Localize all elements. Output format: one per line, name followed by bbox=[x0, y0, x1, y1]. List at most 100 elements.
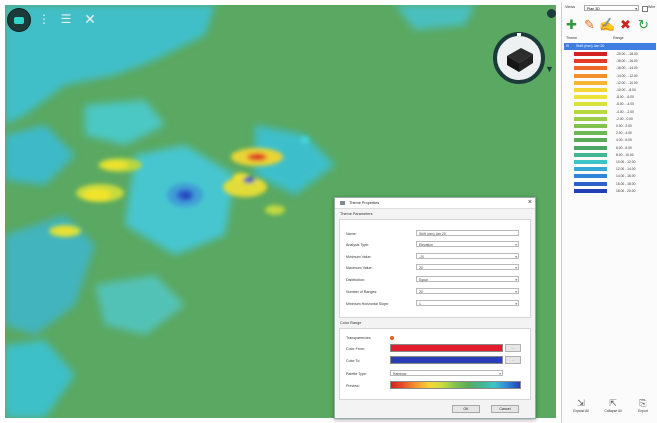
name-label: Name: bbox=[346, 232, 357, 236]
legend-range-label: 16.00 - 18.00 bbox=[616, 181, 636, 186]
legend-range-label: 6.00 - 8.00 bbox=[616, 145, 632, 150]
legend-range-label: 4.00 - 6.00 bbox=[616, 138, 632, 143]
legend-range-label: 10.00 - 12.00 bbox=[616, 160, 636, 164]
legend-swatch bbox=[574, 167, 607, 172]
chevron-down-icon: ▾ bbox=[515, 302, 517, 306]
collapse-all-button[interactable]: ⇱ Collapse All bbox=[600, 398, 626, 422]
wire-checkbox-label: Wire bbox=[648, 5, 656, 9]
navigation-cube[interactable] bbox=[491, 30, 547, 86]
delete-button[interactable]: ✖ bbox=[619, 17, 632, 32]
home-button[interactable] bbox=[7, 8, 31, 32]
number-of-ranges-spinner[interactable]: 20 ▾ bbox=[416, 288, 519, 294]
legend-item[interactable]: 0.00 - 2.00 bbox=[572, 124, 656, 129]
layers-button[interactable]: ⋮ bbox=[38, 12, 50, 26]
legend-item[interactable]: 14.00 - 16.00 bbox=[572, 174, 656, 179]
surface-cyan-zones bbox=[5, 5, 475, 418]
legend-item[interactable]: -8.00 - -6.00 bbox=[572, 95, 656, 100]
legend-item[interactable]: -20.00 - -18.00 bbox=[572, 52, 656, 57]
legend-item[interactable]: 18.00 - 20.00 bbox=[572, 188, 656, 194]
distribution-label: Distribution: bbox=[346, 278, 365, 282]
analysis-type-select[interactable]: Elevation ▾ bbox=[416, 241, 519, 247]
status-dot-icon bbox=[547, 9, 556, 18]
color-to-label: Color To: bbox=[346, 359, 361, 363]
collapse-all-icon: ⇱ bbox=[609, 398, 617, 408]
chevron-down-icon: ▾ bbox=[515, 243, 517, 247]
legend-item[interactable]: -12.00 - -10.00 bbox=[572, 80, 656, 86]
menu-icon: ☰ bbox=[60, 12, 72, 26]
color-from-label: Color From: bbox=[346, 347, 365, 351]
legend-item[interactable]: 16.00 - 18.00 bbox=[572, 181, 656, 187]
legend-item[interactable]: -14.00 - -12.00 bbox=[572, 73, 656, 79]
legend-swatch bbox=[574, 116, 607, 121]
distribution-select[interactable]: Equal ▾ bbox=[416, 276, 519, 282]
range-column-header: Range bbox=[613, 36, 624, 40]
legend-item[interactable]: -16.00 - -14.00 bbox=[572, 66, 656, 71]
legend-item[interactable]: 4.00 - 6.00 bbox=[572, 138, 656, 143]
legend-range-label: -16.00 - -14.00 bbox=[616, 66, 638, 71]
palette-type-select[interactable]: Rainbow ▾ bbox=[390, 370, 503, 376]
color-from-picker-button[interactable]: ... bbox=[505, 344, 521, 352]
home-icon bbox=[14, 16, 24, 24]
chevron-down-icon[interactable]: ▼ bbox=[545, 64, 554, 74]
close-icon[interactable]: × bbox=[527, 199, 532, 206]
legend-swatch bbox=[574, 109, 607, 114]
legend-range-label: 14.00 - 16.00 bbox=[616, 174, 636, 179]
legend-column-headers: Theme Range bbox=[564, 36, 656, 42]
min-horizontal-slope-value: 1 bbox=[419, 302, 421, 306]
chevron-down-icon: ▾ bbox=[515, 278, 517, 282]
cancel-button[interactable]: Cancel bbox=[491, 405, 519, 413]
color-from-swatch[interactable] bbox=[390, 344, 503, 352]
collapse-button[interactable]: ✕ bbox=[83, 10, 97, 27]
dialog-app-icon bbox=[340, 201, 345, 205]
collapse-toggle-icon[interactable]: ⊟ bbox=[566, 44, 570, 48]
legend-swatch bbox=[574, 138, 607, 143]
color-range-label: Color Range bbox=[340, 321, 362, 325]
export-button[interactable]: ⎘ Export bbox=[630, 398, 656, 422]
legend-item[interactable]: 10.00 - 12.00 bbox=[572, 160, 656, 165]
legend-swatch bbox=[574, 174, 607, 179]
legend-item[interactable]: 2.00 - 4.00 bbox=[572, 131, 656, 136]
color-to-swatch[interactable] bbox=[390, 356, 503, 364]
legend-item[interactable]: -18.00 - -16.00 bbox=[572, 59, 656, 64]
legend-range-label: 18.00 - 20.00 bbox=[616, 188, 636, 193]
legend-range-label: -4.00 - -2.00 bbox=[616, 109, 634, 114]
wire-checkbox[interactable] bbox=[642, 6, 648, 12]
view-select[interactable]: Plan 3D ▾ bbox=[584, 5, 639, 11]
theme-row[interactable]: ⊟ Shift (mm) Jan 20 bbox=[564, 43, 656, 50]
color-to-picker-button[interactable]: ... bbox=[505, 356, 521, 364]
legend-swatch bbox=[574, 59, 607, 64]
export-label: Export bbox=[638, 409, 648, 413]
legend-swatch bbox=[574, 73, 607, 78]
name-field[interactable]: Shift (mm) Jan 20 bbox=[416, 230, 519, 236]
maximum-value-label: Maximum Value: bbox=[346, 266, 373, 270]
edit-button[interactable]: ✎ bbox=[583, 16, 596, 32]
legend-swatch bbox=[574, 188, 607, 193]
legend-item[interactable]: -10.00 - -8.00 bbox=[572, 88, 656, 93]
legend-swatch bbox=[574, 88, 607, 92]
paint-button[interactable]: ✍ bbox=[599, 17, 615, 32]
expand-all-button[interactable]: ⇲ Expand All bbox=[568, 398, 594, 422]
name-value: Shift (mm) Jan 20 bbox=[419, 232, 446, 236]
legend-item[interactable]: 6.00 - 8.00 bbox=[572, 145, 656, 151]
legend-item[interactable]: 8.00 - 10.00 bbox=[572, 152, 656, 158]
menu-button[interactable]: ☰ bbox=[60, 12, 72, 26]
legend-item[interactable]: -2.00 - 0.00 bbox=[572, 116, 656, 122]
legend-item[interactable]: -4.00 - -2.00 bbox=[572, 109, 656, 115]
legend-item[interactable]: -6.00 - -4.00 bbox=[572, 102, 656, 107]
legend-range-label: -6.00 - -4.00 bbox=[616, 102, 634, 107]
transparency-toggle[interactable] bbox=[390, 336, 394, 340]
legend-range-label: 12.00 - 14.00 bbox=[616, 167, 636, 172]
chevron-down-icon: ▾ bbox=[515, 290, 517, 294]
theme-row-label: Shift (mm) Jan 20 bbox=[576, 44, 605, 48]
min-horizontal-slope-spinner[interactable]: 1 ▾ bbox=[416, 300, 519, 306]
edit-icon: ✎ bbox=[584, 16, 595, 32]
analysis-type-value: Elevation bbox=[419, 243, 433, 247]
maximum-value-spinner[interactable]: 20 ▾ bbox=[416, 264, 519, 270]
refresh-button[interactable]: ↻ bbox=[637, 17, 650, 32]
ok-button[interactable]: OK bbox=[452, 405, 480, 413]
legend-item[interactable]: 12.00 - 14.00 bbox=[572, 167, 656, 172]
add-button[interactable]: ✚ bbox=[565, 17, 578, 32]
minimum-value-spinner[interactable]: -20 ▾ bbox=[416, 253, 519, 259]
collapse-icon: ✕ bbox=[84, 10, 96, 27]
